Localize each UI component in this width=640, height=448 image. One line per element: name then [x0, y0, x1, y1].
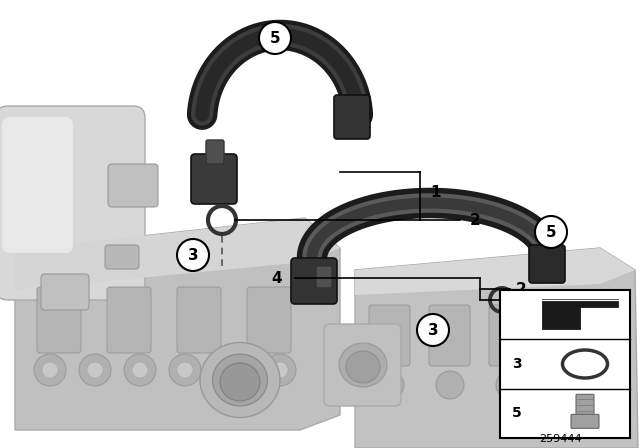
FancyBboxPatch shape [105, 245, 139, 269]
Circle shape [417, 314, 449, 346]
Circle shape [264, 354, 296, 386]
FancyBboxPatch shape [37, 287, 81, 353]
Text: 5: 5 [546, 224, 556, 240]
Text: 3: 3 [188, 247, 198, 263]
Ellipse shape [200, 343, 280, 418]
Text: 2: 2 [516, 281, 527, 297]
Circle shape [376, 371, 404, 399]
FancyBboxPatch shape [429, 305, 470, 366]
Text: 1: 1 [430, 185, 440, 199]
FancyBboxPatch shape [316, 266, 332, 288]
Circle shape [535, 216, 567, 248]
Circle shape [177, 239, 209, 271]
Circle shape [496, 371, 524, 399]
Circle shape [227, 362, 243, 378]
FancyBboxPatch shape [571, 414, 599, 428]
Circle shape [87, 362, 103, 378]
Ellipse shape [220, 363, 260, 401]
FancyBboxPatch shape [324, 324, 401, 406]
Text: 3: 3 [428, 323, 438, 337]
Text: 259444: 259444 [539, 434, 581, 444]
Circle shape [177, 362, 193, 378]
Circle shape [219, 354, 251, 386]
Polygon shape [355, 248, 635, 295]
FancyBboxPatch shape [0, 106, 145, 300]
FancyBboxPatch shape [576, 394, 594, 418]
FancyBboxPatch shape [108, 164, 158, 207]
FancyBboxPatch shape [500, 290, 630, 438]
FancyBboxPatch shape [529, 245, 565, 283]
Circle shape [79, 354, 111, 386]
Circle shape [34, 354, 66, 386]
FancyBboxPatch shape [206, 140, 224, 164]
FancyBboxPatch shape [489, 305, 530, 366]
Circle shape [132, 362, 148, 378]
FancyBboxPatch shape [2, 117, 73, 253]
FancyBboxPatch shape [177, 287, 221, 353]
Polygon shape [15, 218, 340, 290]
Circle shape [259, 22, 291, 54]
Circle shape [42, 362, 58, 378]
Polygon shape [542, 301, 618, 329]
Ellipse shape [212, 354, 268, 406]
FancyBboxPatch shape [291, 258, 337, 304]
Circle shape [124, 354, 156, 386]
Text: 2: 2 [470, 212, 481, 228]
Text: 4: 4 [271, 271, 282, 285]
Polygon shape [355, 248, 638, 448]
Ellipse shape [346, 351, 380, 383]
Text: 5: 5 [269, 30, 280, 46]
FancyBboxPatch shape [549, 305, 590, 366]
FancyBboxPatch shape [41, 274, 89, 310]
FancyBboxPatch shape [334, 95, 370, 139]
FancyBboxPatch shape [191, 154, 237, 204]
Circle shape [272, 362, 288, 378]
FancyBboxPatch shape [107, 287, 151, 353]
Text: 3: 3 [512, 357, 522, 371]
Text: 5: 5 [512, 406, 522, 420]
FancyBboxPatch shape [369, 305, 410, 366]
Ellipse shape [339, 343, 387, 387]
Circle shape [169, 354, 201, 386]
Circle shape [556, 371, 584, 399]
Circle shape [436, 371, 464, 399]
FancyBboxPatch shape [247, 287, 291, 353]
Polygon shape [15, 218, 340, 430]
